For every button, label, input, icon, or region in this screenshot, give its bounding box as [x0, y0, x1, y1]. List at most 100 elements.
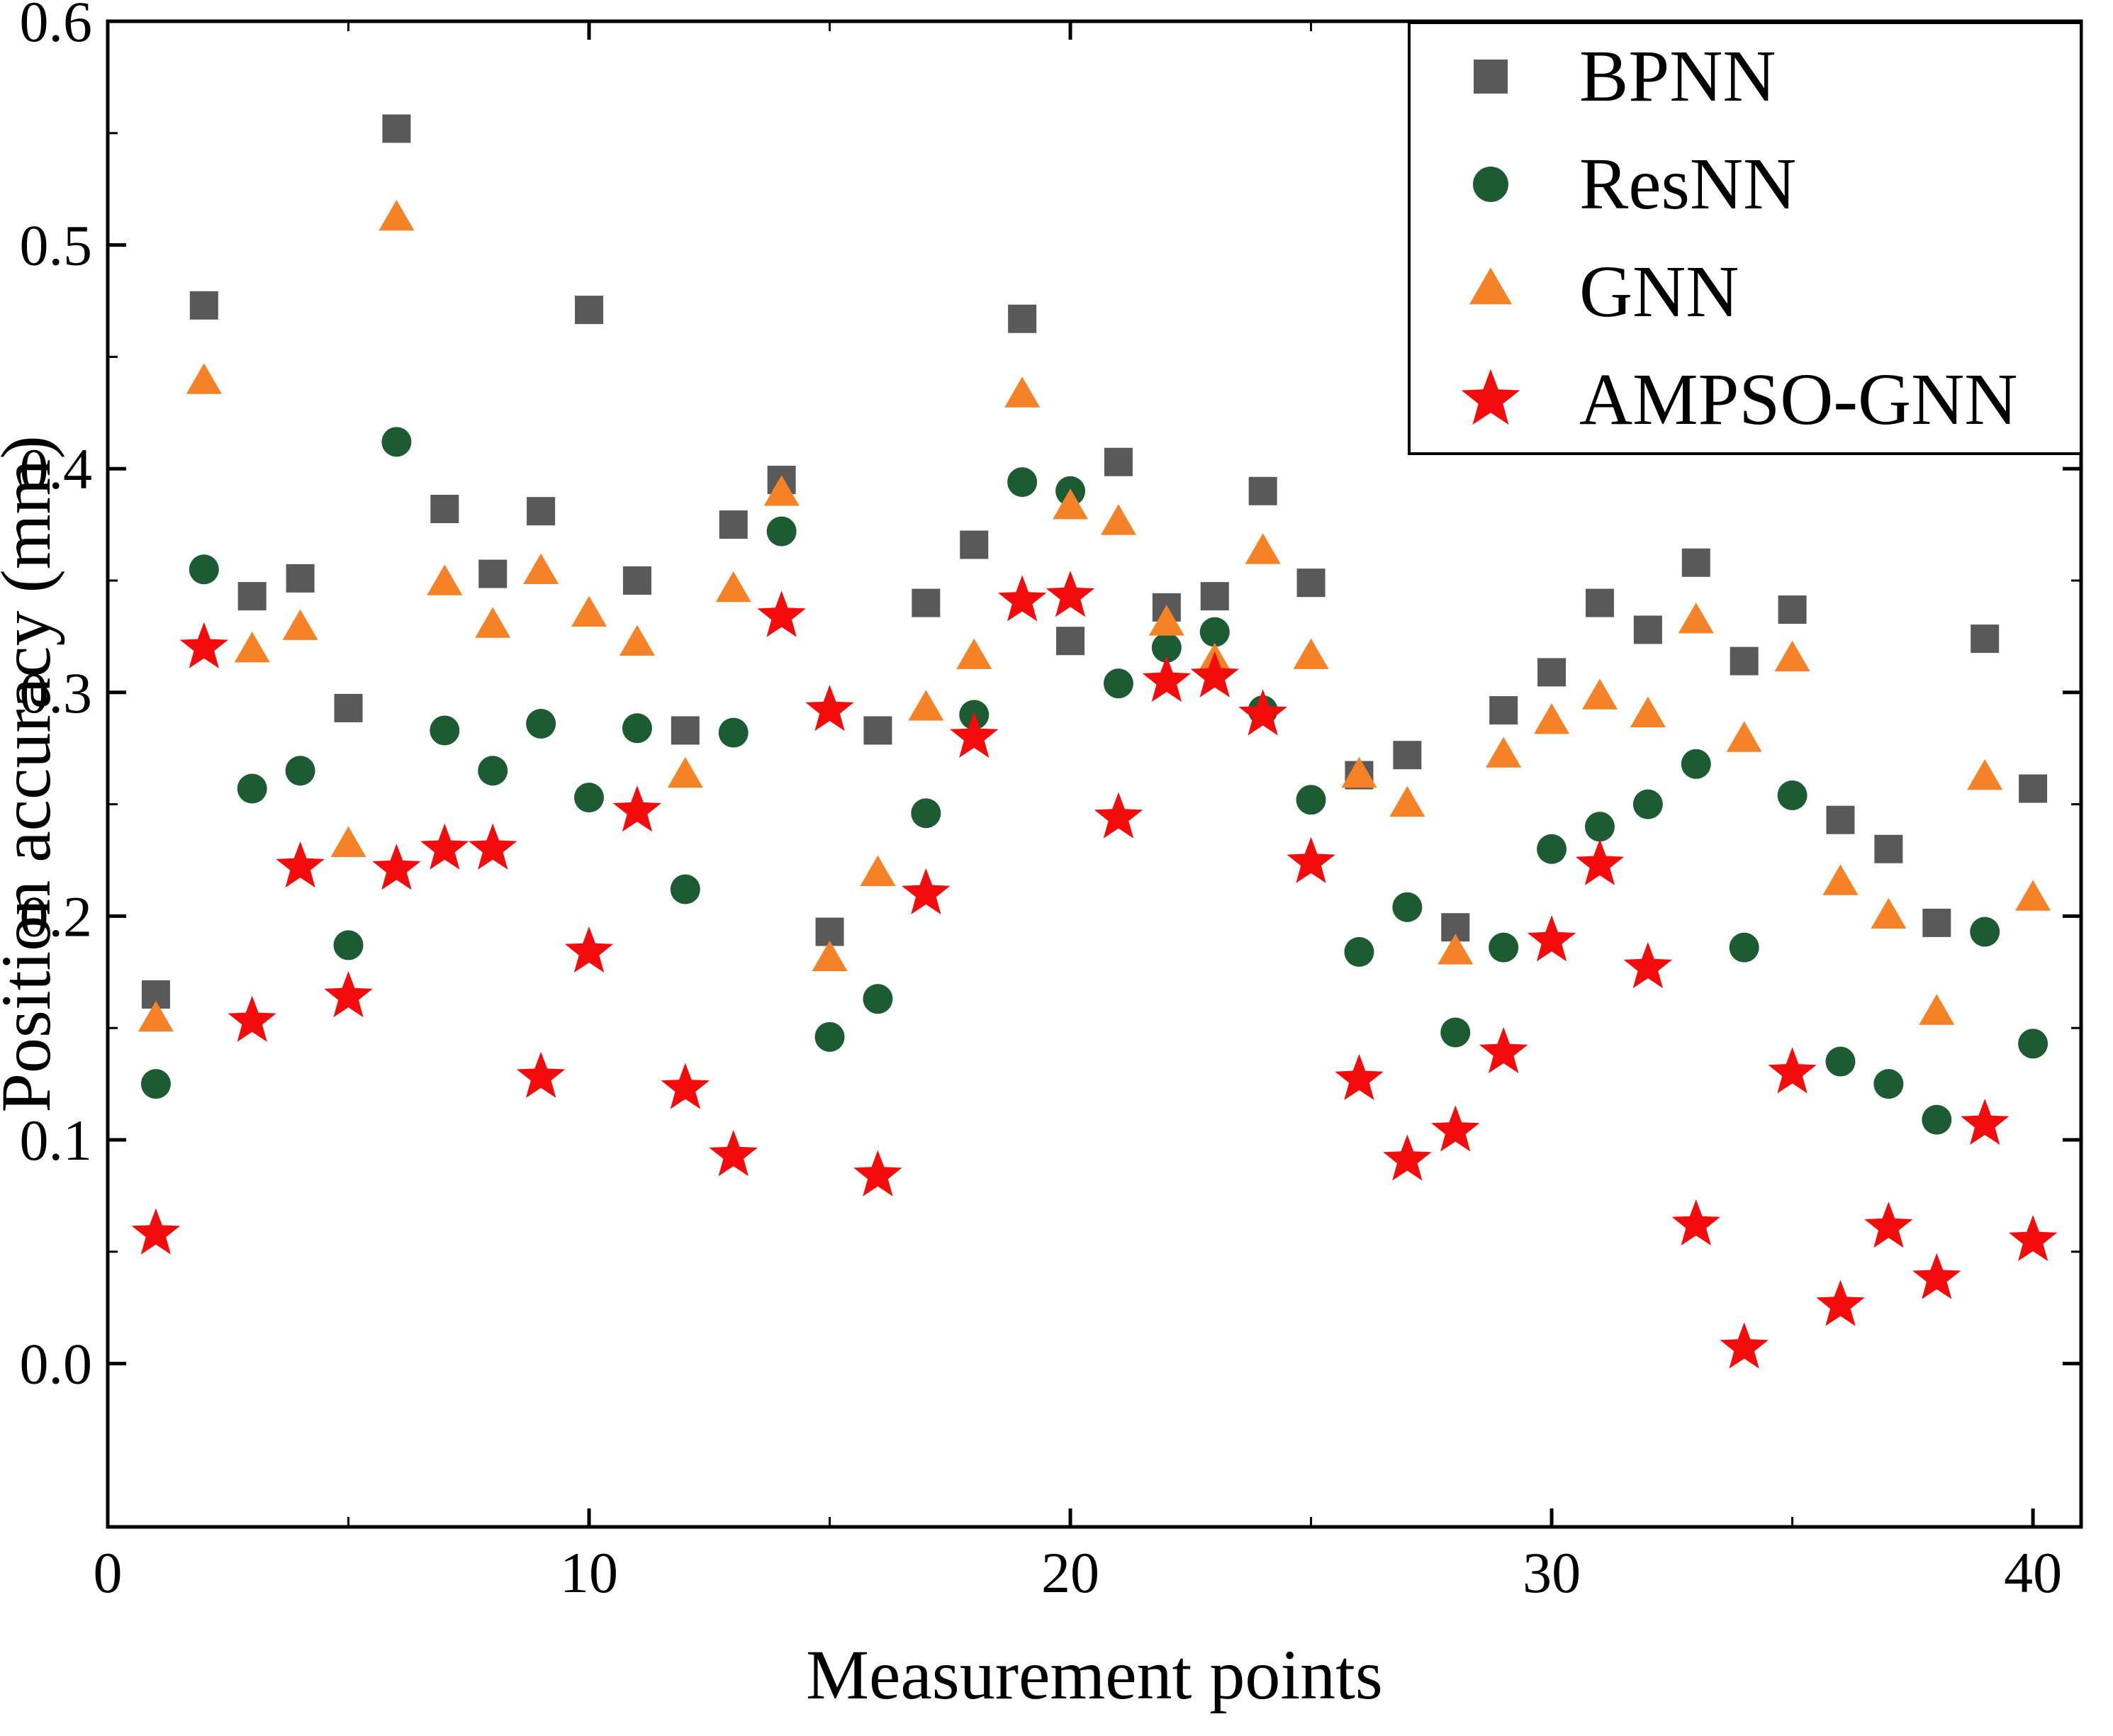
pt-gnn-9 [523, 553, 559, 584]
pt-gnn-31 [1581, 678, 1618, 710]
pt-resnn-5 [333, 930, 364, 961]
pt-bpnn-29 [1489, 696, 1518, 725]
pt-bpnn-8 [478, 559, 508, 588]
pt-gnn-29 [1486, 737, 1522, 768]
pt-bpnn-21 [1104, 447, 1133, 476]
pt-gnn-37 [1871, 897, 1907, 929]
pt-bpnn-11 [622, 566, 651, 595]
pt-gnn-27 [1389, 785, 1425, 817]
pt-ampso-gnn-3 [228, 995, 276, 1042]
pt-resnn-39 [1970, 917, 2000, 947]
pt-ampso-gnn-18 [950, 712, 999, 758]
pt-resnn-31 [1584, 812, 1615, 842]
pt-ampso-gnn-11 [612, 785, 662, 832]
pt-ampso-gnn-19 [997, 575, 1047, 622]
pt-gnn-28 [1437, 934, 1474, 965]
pt-gnn-36 [1822, 864, 1859, 895]
pt-ampso-gnn-7 [420, 823, 469, 870]
pt-resnn-21 [1103, 668, 1133, 699]
pt-ampso-gnn-25 [1287, 836, 1335, 883]
pt-resnn-3 [237, 773, 267, 804]
pt-gnn-39 [1967, 759, 2003, 790]
pt-bpnn-34 [1730, 646, 1759, 676]
pt-resnn-38 [1922, 1104, 1952, 1135]
pt-gnn-4 [282, 609, 318, 640]
pt-gnn-34 [1726, 721, 1762, 752]
legend-label: GNN [1579, 251, 1739, 332]
pt-resnn-2 [189, 554, 219, 585]
pt-bpnn-10 [575, 296, 604, 325]
pt-bpnn-9 [527, 497, 556, 526]
pt-ampso-gnn-6 [372, 844, 421, 890]
pt-gnn-5 [330, 826, 366, 857]
pt-gnn-11 [619, 625, 655, 656]
pt-gnn-10 [571, 595, 607, 627]
pt-resnn-33 [1681, 749, 1711, 779]
pt-ampso-gnn-35 [1768, 1047, 1817, 1094]
pt-ampso-gnn-5 [324, 971, 373, 1018]
pt-gnn-33 [1678, 603, 1714, 634]
y-tick-label: 0.3 [20, 661, 93, 725]
pt-resnn-37 [1873, 1069, 1904, 1099]
pt-ampso-gnn-20 [1046, 571, 1095, 617]
pt-bpnn-36 [1826, 805, 1855, 834]
pt-resnn-16 [863, 984, 893, 1014]
pt-bpnn-39 [1971, 625, 2000, 654]
x-tick-label: 0 [94, 1540, 123, 1605]
legend-item-ampso-gnn: AMPSO-GNN [1461, 359, 2017, 440]
pt-gnn-1 [138, 1000, 174, 1032]
pt-resnn-32 [1632, 789, 1663, 819]
pt-gnn-24 [1245, 533, 1281, 564]
pt-gnn-3 [234, 632, 270, 663]
pt-gnn-2 [186, 363, 222, 394]
pt-gnn-22 [1148, 605, 1184, 636]
legend-label: BPNN [1579, 35, 1776, 117]
pt-ampso-gnn-31 [1575, 839, 1625, 885]
pt-resnn-19 [1007, 467, 1038, 498]
pt-bpnn-31 [1585, 588, 1614, 617]
pt-resnn-36 [1825, 1046, 1856, 1077]
pt-bpnn-4 [286, 564, 315, 593]
pt-bpnn-2 [189, 291, 218, 320]
series-resnn [140, 427, 2048, 1135]
pt-gnn-21 [1100, 504, 1136, 535]
legend-item-bpnn: BPNN [1474, 35, 1776, 117]
pt-bpnn-23 [1200, 582, 1229, 611]
y-tick-label: 0.5 [20, 213, 93, 278]
pt-resnn-1 [140, 1069, 171, 1099]
pt-ampso-gnn-8 [469, 823, 517, 870]
pt-bpnn-37 [1874, 834, 1903, 863]
pt-resnn-7 [430, 715, 460, 746]
pt-gnn-17 [908, 690, 944, 721]
pt-bpnn-33 [1681, 548, 1710, 577]
y-tick-label: 0.1 [20, 1108, 93, 1172]
pt-gnn-30 [1534, 703, 1570, 734]
pt-ampso-gnn-36 [1816, 1279, 1865, 1326]
y-tick-label: 0.0 [20, 1332, 93, 1396]
pt-ampso-gnn-24 [1238, 689, 1287, 736]
pt-ampso-gnn-26 [1335, 1053, 1384, 1100]
pt-ampso-gnn-34 [1720, 1322, 1769, 1369]
pt-gnn-20 [1053, 488, 1089, 520]
pt-ampso-gnn-30 [1527, 915, 1576, 962]
pt-ampso-gnn-33 [1671, 1199, 1720, 1245]
x-tick-label: 30 [1523, 1540, 1581, 1605]
pt-gnn-35 [1774, 640, 1810, 672]
pt-resnn-28 [1440, 1017, 1471, 1048]
legend-item-resnn: ResNN [1473, 143, 1796, 225]
pt-resnn-27 [1392, 892, 1423, 922]
pt-resnn-9 [526, 708, 556, 739]
legend-label: AMPSO-GNN [1579, 359, 2017, 440]
pt-bpnn-17 [912, 588, 941, 617]
pt-ampso-gnn-38 [1912, 1253, 1961, 1299]
pt-ampso-gnn-28 [1431, 1105, 1480, 1152]
legend-marker-square-icon [1474, 60, 1508, 94]
pt-bpnn-12 [671, 716, 700, 745]
pt-gnn-40 [2015, 880, 2051, 911]
pt-ampso-gnn-13 [709, 1130, 758, 1177]
series-bpnn [141, 114, 2048, 1009]
pt-gnn-14 [763, 475, 800, 506]
pt-bpnn-24 [1248, 476, 1277, 505]
legend-item-gnn: GNN [1469, 251, 1739, 332]
